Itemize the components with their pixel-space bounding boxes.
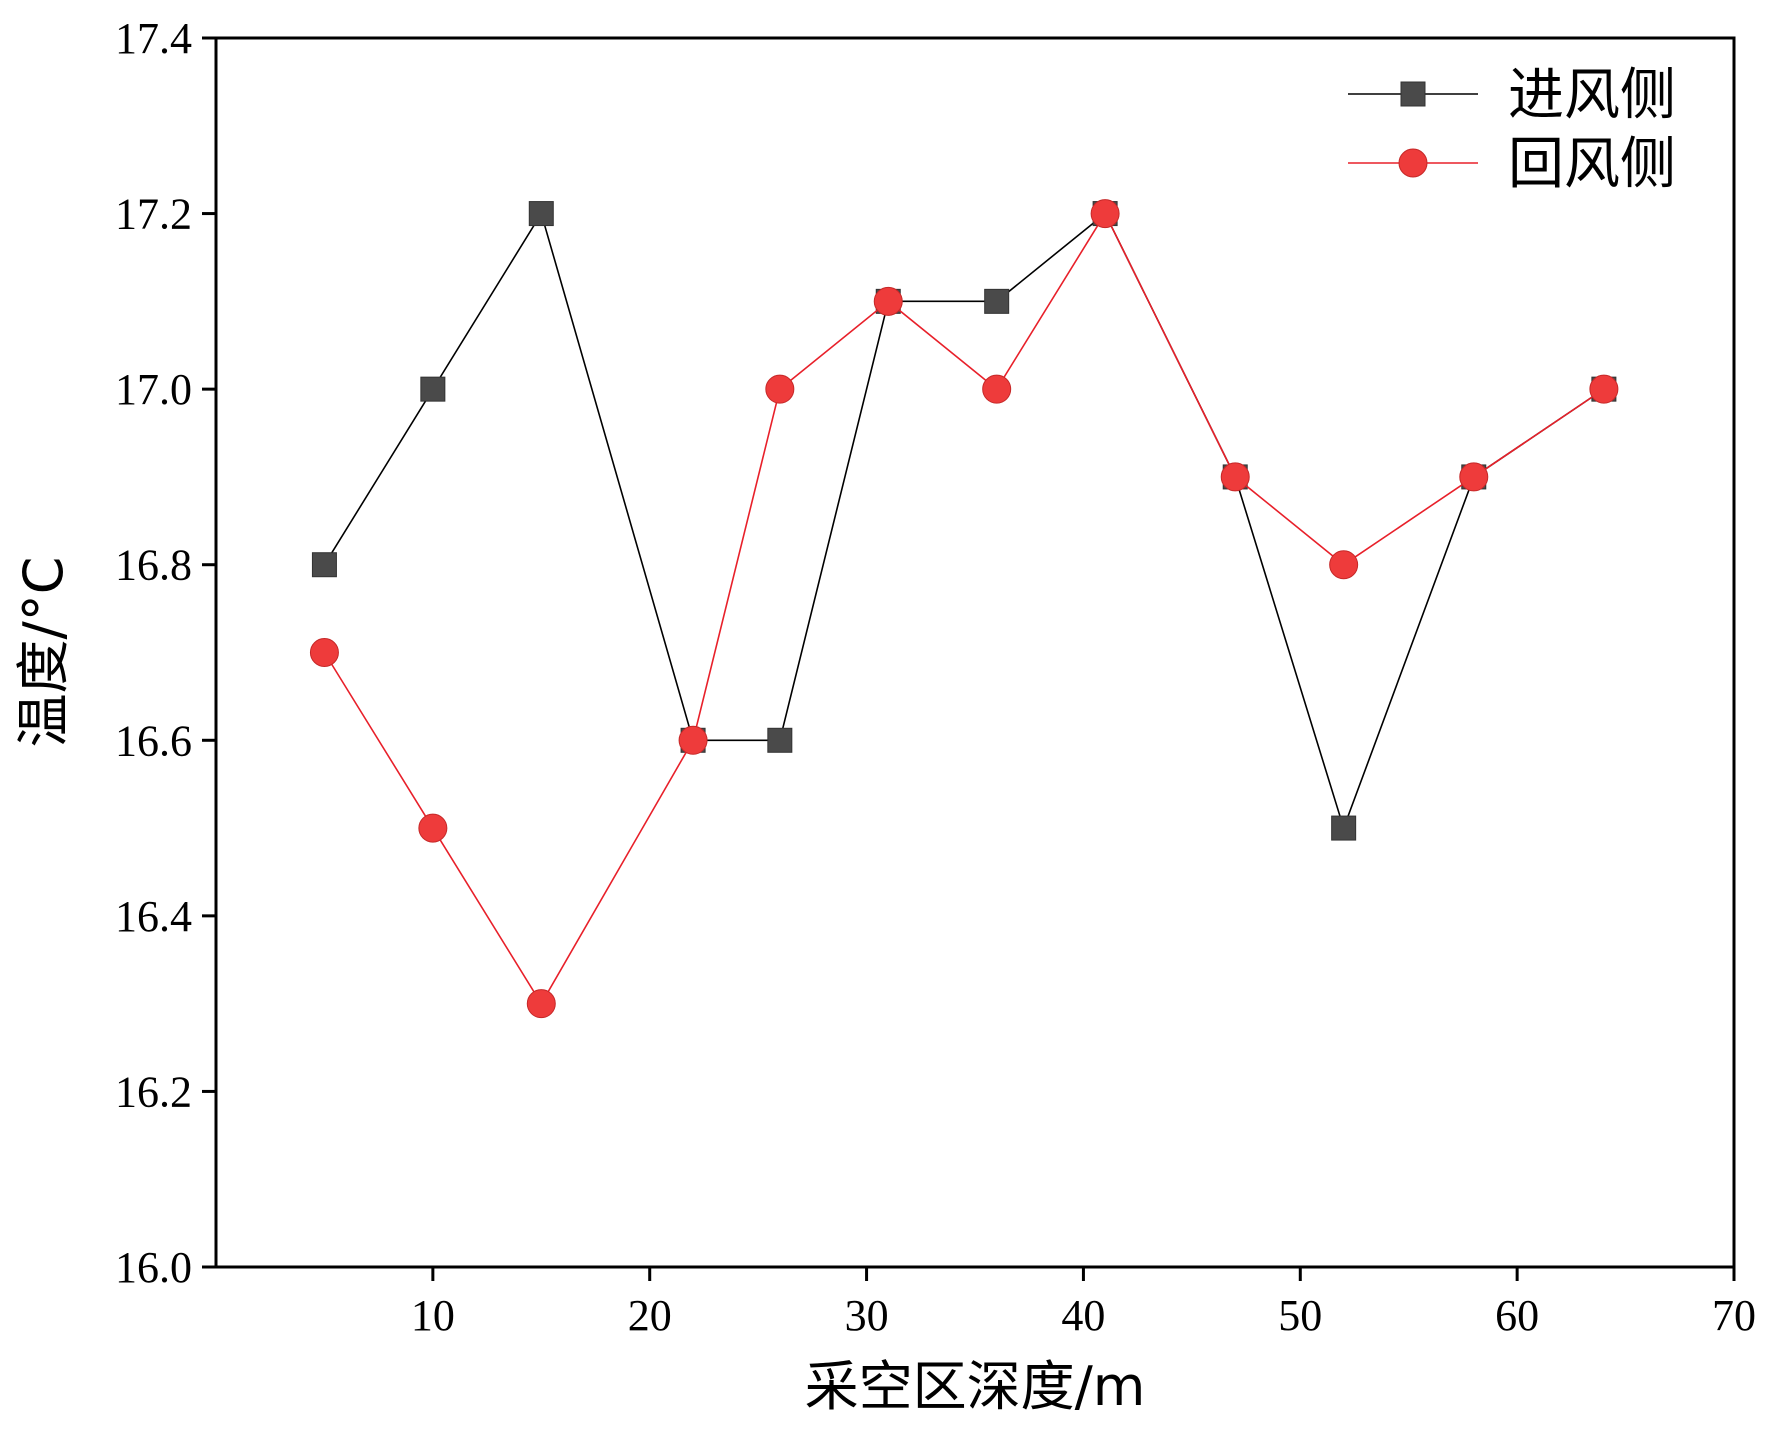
- x-axis: 10 20 30 40 50 60 70: [411, 1267, 1756, 1340]
- data-point-circle: [526, 989, 556, 1019]
- y-tick-label: 16.2: [115, 1067, 192, 1116]
- x-axis-title: 采空区深度/m: [805, 1355, 1146, 1418]
- data-point-square: [984, 288, 1010, 314]
- y-axis-title: 温度/°C: [12, 557, 75, 748]
- y-tick-label: 16.0: [115, 1243, 192, 1292]
- data-point-square: [528, 201, 554, 227]
- data-point-circle: [309, 638, 339, 667]
- x-tick-label: 60: [1495, 1291, 1539, 1340]
- y-tick-label: 16.4: [115, 892, 192, 941]
- x-tick-label: 40: [1061, 1291, 1105, 1340]
- y-tick-label: 17.4: [115, 14, 192, 63]
- series-line-1: [323, 211, 1605, 831]
- series-line-2: [323, 211, 1605, 1006]
- y-tick-label: 17.2: [115, 190, 192, 239]
- data-point-circle: [1589, 374, 1619, 404]
- data-point-circle: [873, 286, 903, 316]
- x-tick-label: 20: [628, 1291, 672, 1340]
- legend-marker-circle: [1398, 148, 1428, 178]
- data-point-circle: [418, 813, 448, 843]
- data-point-circle: [1220, 462, 1250, 492]
- legend-label: 回风侧: [1508, 132, 1676, 197]
- data-point-square: [767, 727, 793, 753]
- data-point-circle: [1329, 550, 1359, 580]
- data-point-square: [420, 376, 446, 402]
- y-axis: 16.0 16.2 16.4 16.6 16.8 17.0 17.2 17.4: [115, 14, 216, 1292]
- x-tick-label: 50: [1278, 1291, 1322, 1340]
- data-point-square: [311, 552, 337, 578]
- y-tick-label: 16.8: [115, 541, 192, 590]
- legend-label: 进风侧: [1508, 63, 1676, 128]
- data-point-circle: [1459, 462, 1489, 492]
- plot-frame: [214, 36, 1736, 1269]
- y-tick-label: 16.6: [115, 716, 192, 765]
- data-point-circle: [1090, 199, 1120, 229]
- data-point-circle: [765, 374, 795, 404]
- series-layer: [309, 199, 1619, 1019]
- data-point-circle: [678, 725, 708, 755]
- data-point-circle: [982, 374, 1012, 404]
- data-point-square: [1331, 815, 1357, 841]
- legend-marker-square: [1400, 81, 1426, 107]
- x-tick-label: 70: [1712, 1291, 1756, 1340]
- x-tick-label: 10: [411, 1291, 455, 1340]
- x-tick-label: 30: [845, 1291, 889, 1340]
- y-tick-label: 17.0: [115, 365, 192, 414]
